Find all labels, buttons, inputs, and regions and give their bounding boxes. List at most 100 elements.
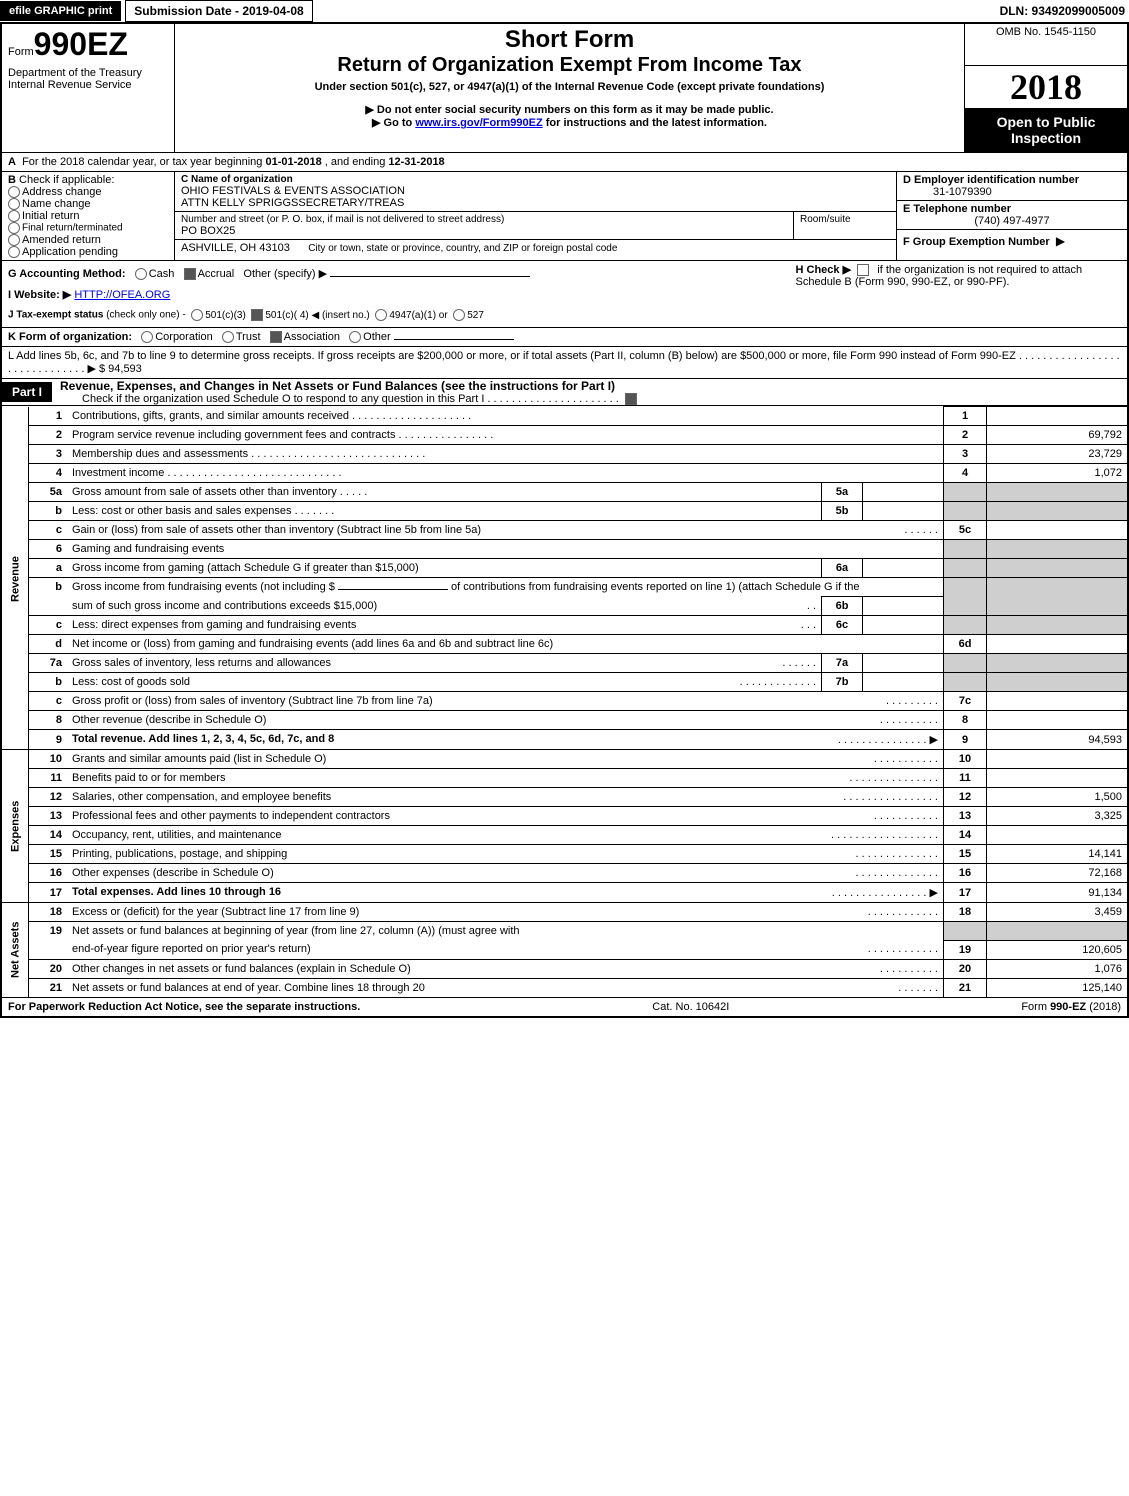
l2-numbox: 2	[944, 426, 987, 445]
l11-num: 11	[29, 769, 68, 788]
l13-text-wrap: Professional fees and other payments to …	[67, 807, 944, 826]
return-title: Return of Organization Exempt From Incom…	[181, 54, 958, 77]
l8-val	[987, 711, 1128, 730]
l6c-mid: 6c	[822, 616, 863, 635]
l6b-midval	[863, 597, 944, 616]
l2-text: Program service revenue including govern…	[67, 426, 944, 445]
city-label: City or town, state or province, country…	[308, 243, 617, 254]
l14-numbox: 14	[944, 826, 987, 845]
l18-text: Excess or (deficit) for the year (Subtra…	[72, 906, 359, 918]
l16-text-wrap: Other expenses (describe in Schedule O) …	[67, 864, 944, 883]
dept-treasury: Department of the Treasury	[8, 67, 168, 79]
l15-numbox: 15	[944, 845, 987, 864]
irs-link[interactable]: www.irs.gov/Form990EZ	[415, 117, 542, 129]
l12-text-wrap: Salaries, other compensation, and employ…	[67, 788, 944, 807]
l7c-val	[987, 692, 1128, 711]
l6-shade1	[944, 540, 987, 559]
opt-name-change[interactable]: Name change	[8, 198, 168, 210]
k-corp[interactable]: Corporation	[141, 331, 212, 343]
l15-tail: . . . . . . . . . . . . . .	[855, 848, 938, 860]
block-k-label: K Form of organization:	[8, 331, 132, 343]
opt-amended-return[interactable]: Amended return	[8, 234, 168, 246]
k-trust-label: Trust	[236, 331, 261, 343]
l6c-midval	[863, 616, 944, 635]
addr-value: PO BOX25	[181, 225, 787, 237]
note2-pre: ▶ Go to	[372, 117, 415, 129]
l6b-num: b	[29, 578, 68, 597]
opt-initial-return[interactable]: Initial return	[8, 210, 168, 222]
l9-val: 94,593	[987, 730, 1128, 750]
l19-text1: Net assets or fund balances at beginning…	[67, 922, 944, 941]
j-501c3[interactable]: 501(c)(3)	[191, 310, 246, 321]
opt-application-pending[interactable]: Application pending	[8, 246, 168, 258]
part-1-checkbox[interactable]	[625, 393, 637, 405]
l10-text: Grants and similar amounts paid (list in…	[72, 753, 326, 765]
l7a-mid: 7a	[822, 654, 863, 673]
k-other-label: Other	[363, 331, 391, 343]
block-h-checkbox[interactable]	[857, 264, 869, 276]
l17-numbox: 17	[944, 883, 987, 903]
l6b-shade1b	[944, 597, 987, 616]
l6c-shade1	[944, 616, 987, 635]
k-other-input[interactable]	[394, 339, 514, 340]
g-accrual[interactable]: Accrual	[184, 268, 235, 280]
g-other[interactable]: Other (specify) ▶	[243, 268, 327, 280]
efile-print-button[interactable]: efile GRAPHIC print	[0, 1, 121, 21]
j-501c[interactable]: 501(c)( 4) ◀ (insert no.)	[251, 310, 369, 321]
block-j-label: J Tax-exempt status	[8, 310, 103, 321]
l6d-text: Net income or (loss) from gaming and fun…	[67, 635, 944, 654]
l16-numbox: 16	[944, 864, 987, 883]
footer-left-text: For Paperwork Reduction Act Notice, see …	[8, 1001, 360, 1013]
opt-address-change[interactable]: Address change	[8, 186, 168, 198]
l6c-num: c	[29, 616, 68, 635]
l8-num: 8	[29, 711, 68, 730]
l7a-tail: . . . . . .	[782, 657, 816, 669]
l12-val: 1,500	[987, 788, 1128, 807]
k-other[interactable]: Other	[349, 331, 391, 343]
l5c-val	[987, 521, 1128, 540]
l3-num: 3	[29, 445, 68, 464]
j-4947[interactable]: 4947(a)(1) or	[375, 310, 447, 321]
part-1-title: Revenue, Expenses, and Changes in Net As…	[52, 379, 1127, 393]
k-trust[interactable]: Trust	[222, 331, 261, 343]
l6-shade2	[987, 540, 1128, 559]
g-cash[interactable]: Cash	[135, 268, 175, 280]
l10-num: 10	[29, 750, 68, 769]
tax-year: 2018	[965, 66, 1127, 108]
website-link[interactable]: HTTP://OFEA.ORG	[74, 289, 170, 301]
k-corp-label: Corporation	[155, 331, 212, 343]
l5c-text: Gain or (loss) from sale of assets other…	[72, 524, 481, 536]
l19-spacer	[29, 940, 68, 959]
l14-text-wrap: Occupancy, rent, utilities, and maintena…	[67, 826, 944, 845]
l20-text-wrap: Other changes in net assets or fund bala…	[67, 959, 944, 978]
l1-val	[987, 407, 1128, 426]
l8-text-wrap: Other revenue (describe in Schedule O) .…	[67, 711, 944, 730]
l5c-text-wrap: Gain or (loss) from sale of assets other…	[67, 521, 944, 540]
block-f-label: F Group Exemption Number	[903, 236, 1050, 248]
open-public-l2: Inspection	[1011, 130, 1081, 146]
block-a-pre: For the 2018 calendar year, or tax year …	[22, 156, 265, 168]
l7c-text: Gross profit or (loss) from sales of inv…	[72, 695, 433, 707]
l19-num: 19	[29, 922, 68, 941]
l6b-shade2b	[987, 597, 1128, 616]
opt-final-return[interactable]: Final return/terminated	[8, 222, 168, 234]
g-other-input[interactable]	[330, 276, 530, 277]
l19-text2-wrap: end-of-year figure reported on prior yea…	[67, 940, 944, 959]
l11-text-wrap: Benefits paid to or for members . . . . …	[67, 769, 944, 788]
block-b-title: Check if applicable:	[19, 174, 114, 186]
l6b-tail: . .	[807, 600, 816, 612]
l17-text-wrap: Total expenses. Add lines 10 through 16 …	[67, 883, 944, 903]
l12-numbox: 12	[944, 788, 987, 807]
l17-tail: . . . . . . . . . . . . . . . . ▶	[832, 886, 938, 899]
l14-num: 14	[29, 826, 68, 845]
j-527[interactable]: 527	[453, 310, 484, 321]
l6b-input[interactable]	[338, 589, 448, 590]
l6a-shade1	[944, 559, 987, 578]
omb-number: OMB No. 1545-1150	[996, 26, 1096, 38]
k-assoc[interactable]: Association	[270, 331, 340, 343]
j-527-label: 527	[467, 310, 484, 321]
l5b-num: b	[29, 502, 68, 521]
l7a-shade2	[987, 654, 1128, 673]
l5c-numbox: 5c	[944, 521, 987, 540]
l19-shade2	[987, 922, 1128, 941]
